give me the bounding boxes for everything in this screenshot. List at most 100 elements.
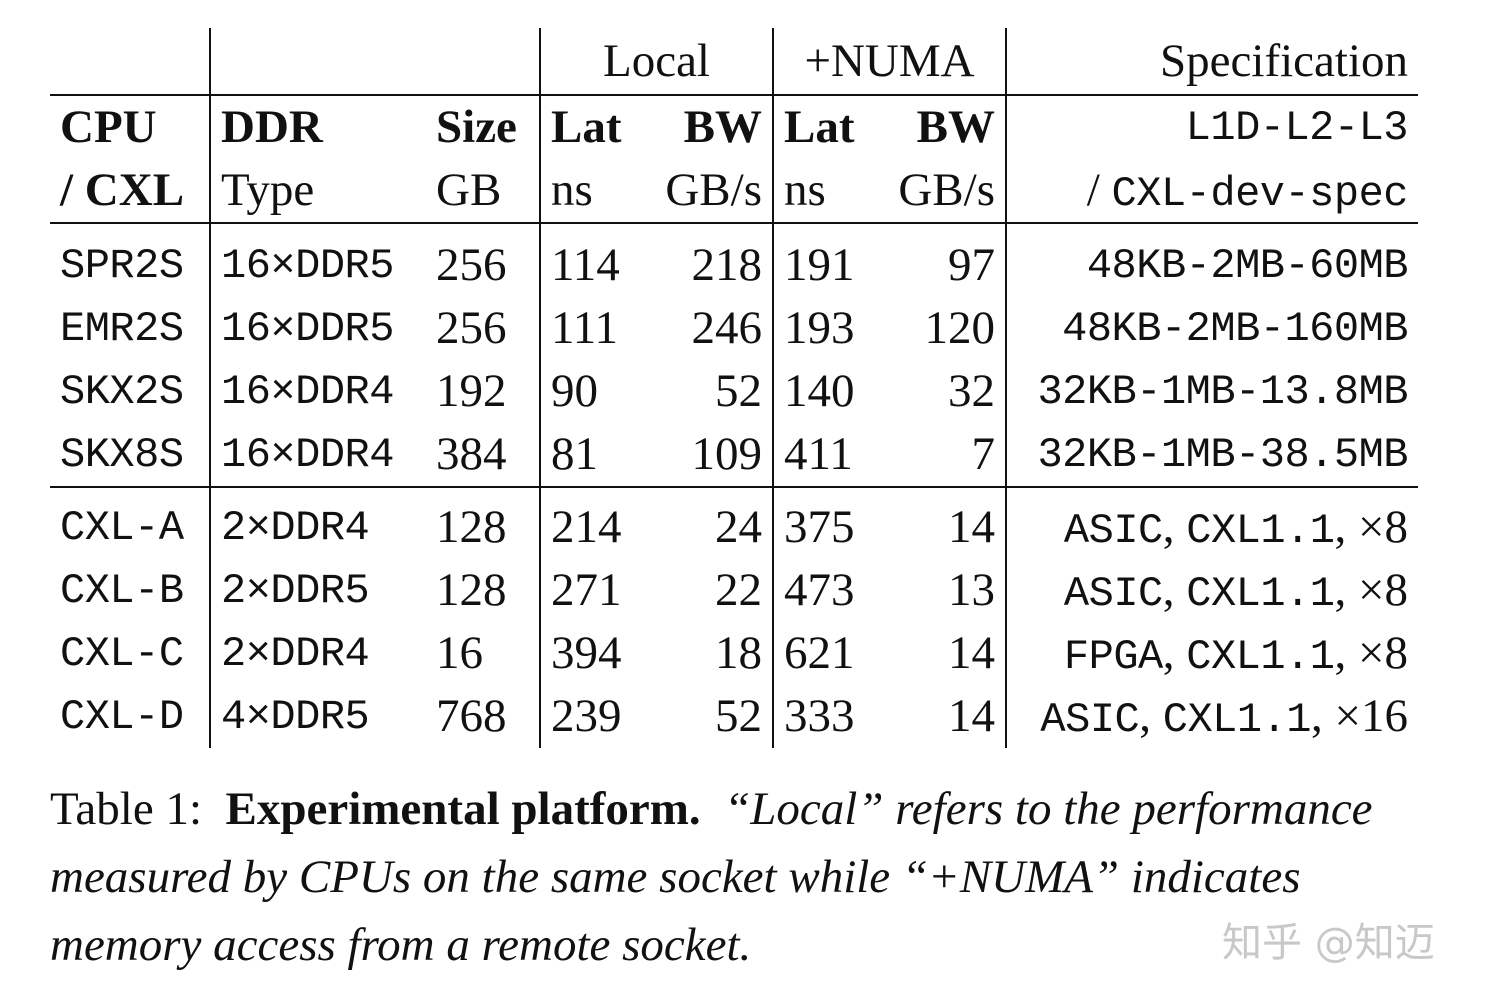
numa-bw: 14 — [948, 627, 995, 679]
ddr-type: 16×DDR4 — [209, 423, 426, 487]
local-bw: 52 — [715, 690, 762, 742]
column-header-row-2: / CXL Type GB ns GB/s ns GB/s / CXL-dev-… — [50, 159, 1418, 223]
local-lat: 394 — [539, 622, 655, 685]
spec-lanes: ×8 — [1357, 500, 1408, 553]
spec-chip: FPGA — [1063, 632, 1163, 681]
header-ddr-type: Type — [209, 159, 426, 223]
local-lat: 81 — [539, 423, 655, 487]
watermark: 知乎 @知迈 — [1222, 920, 1435, 966]
header-cxl-dev-spec: / CXL-dev-spec — [1005, 159, 1418, 223]
local-bw: 22 — [715, 564, 762, 616]
cpu-rows: SPR2S 16×DDR5 256 114 218 191 97 48KB-2MB-60MB E… — [50, 234, 1418, 487]
cxl-dev-spec: FPGA, CXL1.1, ×8 — [1005, 622, 1418, 685]
table-row: SKX8S 16×DDR4 384 81 109 411 7 32KB-1MB-38.5MB — [50, 423, 1418, 487]
spec-separator: , — [1162, 563, 1187, 616]
header-ddr: DDR — [209, 95, 426, 159]
numa-lat: 140 — [772, 360, 888, 423]
numa-lat: 375 — [772, 496, 888, 559]
cpu-name: SPR2S — [60, 241, 184, 290]
table-row: CXL-A 2×DDR4 128 214 24 375 14 ASIC, CXL1.1, ×8 — [50, 496, 1418, 559]
spec-chip: ASIC — [1063, 569, 1163, 618]
numa-lat: 193 — [772, 297, 888, 360]
spec-version: CXL1.1 — [1186, 569, 1335, 618]
numa-bw: 120 — [924, 302, 996, 354]
cxl-name: CXL-B — [60, 566, 184, 615]
local-bw: 246 — [691, 302, 763, 354]
numa-lat: 333 — [772, 685, 888, 748]
local-bw: 218 — [691, 239, 763, 291]
group-header-local: Local — [539, 28, 773, 96]
header-numa-bw: BW — [916, 101, 995, 153]
header-spec: L1D-L2-L3 — [1005, 95, 1418, 159]
numa-bw: 14 — [948, 501, 995, 553]
table-row: CXL-B 2×DDR5 128 271 22 473 13 ASIC, CXL1.1, ×8 — [50, 559, 1418, 622]
ddr-type: 16×DDR5 — [209, 297, 426, 360]
numa-bw: 13 — [948, 564, 995, 616]
cpu-name: SKX8S — [60, 430, 184, 479]
spec: 32KB-1MB-13.8MB — [1005, 360, 1418, 423]
section-divider — [50, 222, 1418, 234]
spec-lanes: ×16 — [1334, 689, 1408, 742]
spec: 32KB-1MB-38.5MB — [1005, 423, 1418, 487]
spec-separator: , — [1334, 626, 1358, 679]
spec-separator: , — [1139, 689, 1163, 742]
table-row: SPR2S 16×DDR5 256 114 218 191 97 48KB-2MB-60MB — [50, 234, 1418, 297]
group-header-row: Local +NUMA Specification — [50, 28, 1418, 96]
ddr-type: 2×DDR4 — [209, 622, 426, 685]
table-row: EMR2S 16×DDR5 256 111 246 193 120 48KB-2MB-160M… — [50, 297, 1418, 360]
header-numa-lat-unit: ns — [772, 159, 888, 223]
group-header-spec: Specification — [1005, 28, 1418, 96]
spec-separator: , — [1162, 626, 1187, 679]
platform-table-container: Local +NUMA Specification CPU DDR Size L… — [50, 28, 1418, 748]
table-row: CXL-C 2×DDR4 16 394 18 621 14 FPGA, CXL1.1, ×8 — [50, 622, 1418, 685]
local-lat: 90 — [539, 360, 655, 423]
ddr-type: 2×DDR5 — [209, 559, 426, 622]
size-gb: 256 — [436, 239, 507, 291]
local-lat: 239 — [539, 685, 655, 748]
ddr-type: 16×DDR4 — [209, 360, 426, 423]
table-caption: Table 1: Experimental platform. “Local” … — [50, 775, 1418, 979]
cpu-name: EMR2S — [60, 304, 184, 353]
spec-chip: ASIC — [1040, 695, 1140, 744]
spec-separator: , — [1334, 500, 1358, 553]
cxl-rows: CXL-A 2×DDR4 128 214 24 375 14 ASIC, CXL1.1, ×8… — [50, 496, 1418, 748]
spec-separator: , — [1334, 563, 1358, 616]
cxl-dev-spec: ASIC, CXL1.1, ×16 — [1005, 685, 1418, 748]
spec-separator: , — [1310, 689, 1335, 742]
cxl-dev-spec: ASIC, CXL1.1, ×8 — [1005, 496, 1418, 559]
caption-title: Experimental platform. — [225, 783, 701, 835]
size-gb: 128 — [436, 564, 507, 616]
header-size: Size — [436, 101, 517, 153]
numa-bw: 7 — [971, 428, 996, 480]
header-numa-bw-unit: GB/s — [898, 164, 995, 216]
header-local-lat: Lat — [539, 95, 655, 159]
size-gb: 192 — [436, 365, 507, 417]
header-local-bw: BW — [683, 101, 762, 153]
header-size-unit: GB — [436, 164, 502, 216]
header-spec-text: CXL-dev-spec — [1111, 169, 1409, 218]
local-bw: 52 — [715, 365, 762, 417]
caption-text: “Local” refers to the performance measur… — [50, 783, 1373, 971]
cxl-name: CXL-C — [60, 629, 184, 678]
spec: 48KB-2MB-160MB — [1005, 297, 1418, 360]
cxl-name: CXL-D — [60, 692, 184, 741]
numa-lat: 411 — [772, 423, 888, 487]
numa-lat: 621 — [772, 622, 888, 685]
header-cpu: CPU — [60, 101, 157, 153]
spec-version: CXL1.1 — [1186, 506, 1335, 555]
size-gb: 768 — [436, 690, 507, 742]
spec-separator: , — [1162, 500, 1187, 553]
spec-lanes: ×8 — [1357, 563, 1408, 616]
spec-version: CXL1.1 — [1162, 695, 1312, 744]
table-row: SKX2S 16×DDR4 192 90 52 140 32 32KB-1MB-13.8MB — [50, 360, 1418, 423]
cxl-name: CXL-A — [60, 503, 184, 552]
ddr-type: 2×DDR4 — [209, 496, 426, 559]
platform-table: Local +NUMA Specification CPU DDR Size L… — [50, 28, 1418, 748]
local-bw: 109 — [691, 428, 763, 480]
numa-bw: 32 — [948, 365, 995, 417]
section-divider-cxl — [50, 486, 1418, 496]
size-gb: 128 — [436, 501, 507, 553]
ddr-type: 16×DDR5 — [209, 234, 426, 297]
spec: 48KB-2MB-60MB — [1005, 234, 1418, 297]
numa-lat: 473 — [772, 559, 888, 622]
